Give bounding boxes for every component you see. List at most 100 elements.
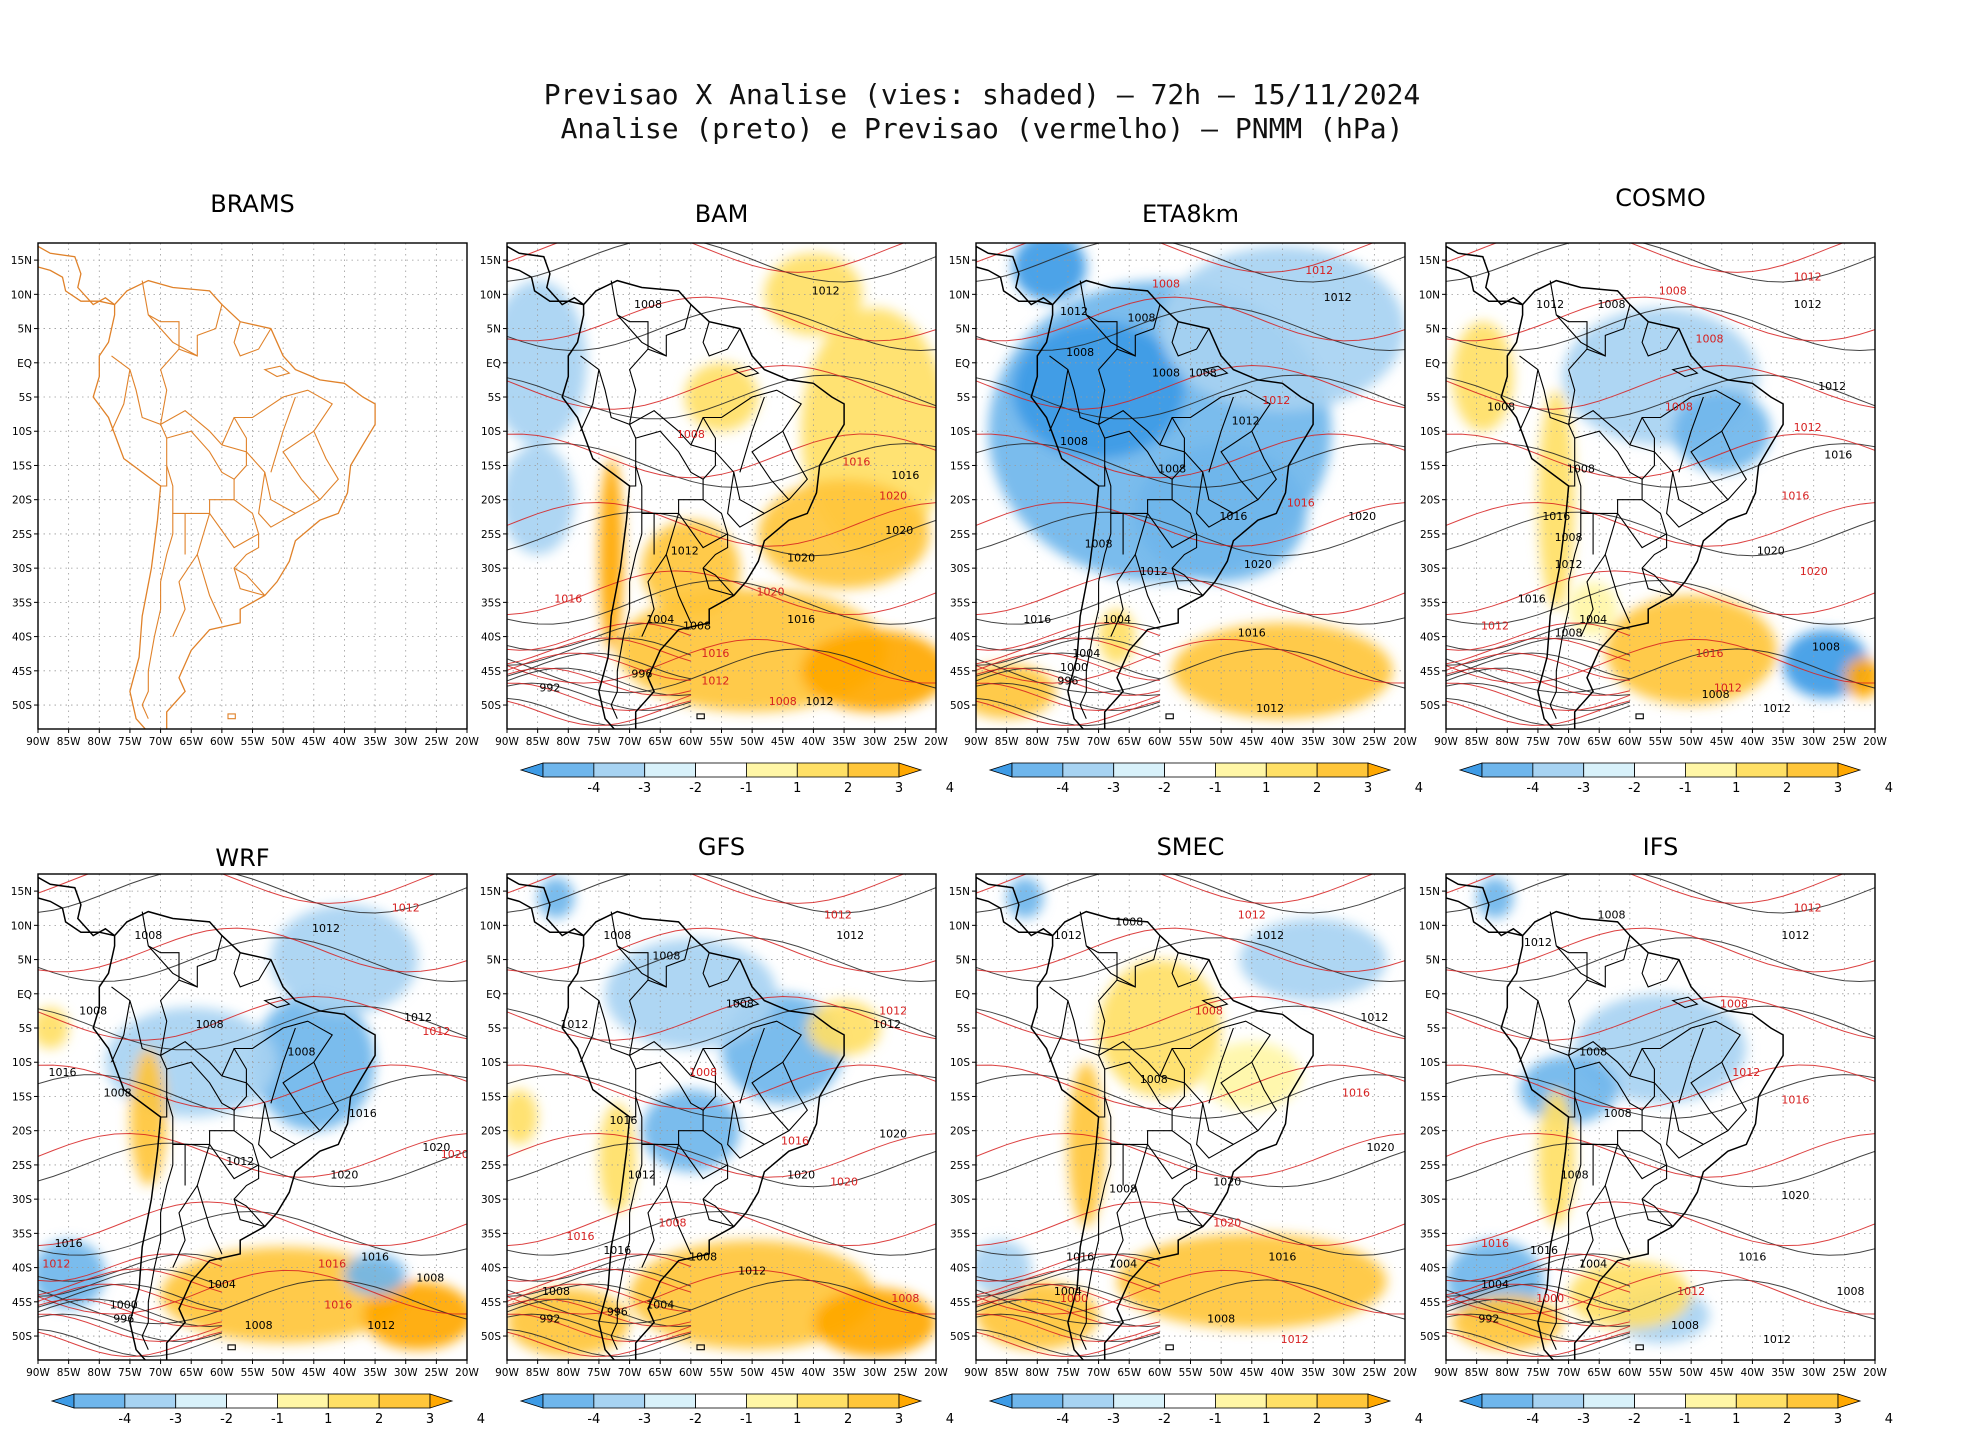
colorbar-segment: [1458, 1393, 1483, 1409]
map-panel-ifs: IFS 1012 1012 1008 1012 1008 1008 1012 1016 1008 1…: [1419, 833, 1893, 1427]
colorbar-label: 1: [793, 781, 801, 796]
lon-tick-label: 25W: [424, 1367, 448, 1379]
country-border: [1104, 1061, 1173, 1145]
lon-tick-label: 85W: [995, 1367, 1019, 1379]
country-border: [141, 1144, 174, 1350]
country-border: [1604, 1144, 1631, 1255]
panel-title-wrf: WRF: [215, 844, 269, 872]
lon-tick-label: 30W: [1802, 736, 1826, 748]
colorbar-label: 2: [1313, 1412, 1321, 1427]
contour-label-analysis: 1012: [836, 929, 864, 942]
contour-label-forecast: 1008: [1696, 332, 1724, 345]
colorbar-smec: -4 -3 -2 -1 1 2 3 4: [988, 1393, 1423, 1427]
country-border: [1555, 314, 1606, 357]
coastline-central-america: [38, 245, 115, 306]
contour-label-forecast: 1008: [677, 428, 705, 441]
panel-title-eta8km: ETA8km: [1142, 200, 1239, 228]
colorbar-segment: [1837, 1393, 1862, 1409]
lat-tick-label: 40S: [481, 1263, 501, 1275]
lon-tick-label: 70W: [618, 736, 642, 748]
lon-tick-label: 30W: [394, 1367, 418, 1379]
analysis-isobar: [507, 243, 936, 283]
country-border: [1098, 410, 1259, 515]
contour-label-analysis: 1008: [1115, 915, 1143, 928]
colorbar-cosmo: -4 -3 -2 -1 1 2 3 4: [1458, 762, 1893, 796]
lon-tick-label: 85W: [1465, 1367, 1489, 1379]
bias-area: [1202, 1041, 1301, 1111]
contour-label-forecast: 1016: [554, 592, 582, 605]
colorbar-label: -3: [1107, 1412, 1120, 1427]
forecast-isobar: [38, 1132, 467, 1178]
lat-tick-label: 40S: [12, 632, 32, 644]
country-border: [647, 935, 692, 988]
country-border: [160, 410, 321, 515]
lat-tick-label: 50S: [12, 1331, 32, 1343]
lon-tick-label: 55W: [1649, 1367, 1673, 1379]
colorbar-segment: [695, 1393, 747, 1409]
analysis-isobar: [976, 1253, 1161, 1282]
analysis-isobar: [1446, 1279, 1875, 1325]
lon-tick-label: 40W: [333, 736, 357, 748]
country-border: [1641, 567, 1674, 596]
lat-tick-label: 15S: [481, 460, 501, 472]
contour-label-analysis: 1016: [1023, 613, 1051, 626]
contour-label-analysis: 1020: [1213, 1175, 1241, 1188]
contour-label-analysis: 992: [539, 681, 560, 694]
lat-tick-label: 30S: [481, 1194, 501, 1206]
colorbar-label: 4: [1415, 1412, 1423, 1427]
analysis-isobar: [976, 682, 1161, 711]
colorbar-segment: [988, 762, 1013, 778]
contour-label-analysis: 1012: [1794, 298, 1822, 311]
country-border: [1208, 1027, 1234, 1104]
country-border: [1251, 1061, 1277, 1132]
country-border: [1721, 1061, 1747, 1132]
country-border: [1604, 513, 1631, 624]
forecast-isobar: [976, 638, 1405, 684]
lon-tick-label: 45W: [771, 1367, 795, 1379]
country-border: [1251, 430, 1277, 501]
lat-tick-label: EQ: [1425, 358, 1440, 370]
forecast-isobar: [976, 995, 1405, 1041]
lon-tick-label: 50W: [1209, 1367, 1233, 1379]
colorbar-segment: [124, 1393, 177, 1409]
lat-tick-label: 40S: [481, 632, 501, 644]
analysis-isobar: [507, 622, 692, 651]
colorbar-label: -2: [1628, 1412, 1641, 1427]
island: [696, 1344, 705, 1351]
map-panel-smec: SMEC 1012 1012 1012 1008 1008 1012 1008 1016 1020…: [949, 833, 1423, 1427]
forecast-isobar: [38, 1064, 467, 1110]
colorbar-segment: [1164, 1393, 1216, 1409]
colorbar-label: 4: [946, 1412, 954, 1427]
lat-tick-label: 15S: [481, 1091, 501, 1103]
contour-label-analysis: 1008: [1085, 538, 1113, 551]
contour-label-analysis: 1016: [609, 1114, 637, 1127]
panel-title-ifs: IFS: [1643, 833, 1679, 861]
contour-label-analysis: 1008: [1140, 1073, 1168, 1086]
forecast-isobar: [976, 874, 1374, 904]
lat-tick-label: 25S: [481, 529, 501, 541]
country-border: [579, 1000, 600, 1063]
contour-label-forecast: 1012: [824, 908, 852, 921]
contour-label-analysis: 1016: [603, 1244, 631, 1257]
contour-label-analysis: 1012: [1818, 380, 1846, 393]
contour-label-analysis: 1008: [1812, 640, 1840, 653]
colorbar-segment: [1583, 1393, 1635, 1409]
lon-tick-label: 60W: [1148, 1367, 1172, 1379]
colorbar-segment: [175, 1393, 227, 1409]
country-border: [233, 1048, 247, 1111]
contour-label-forecast: 1016: [701, 647, 729, 660]
contour-label-forecast: 1016: [1287, 497, 1315, 510]
country-border: [1721, 430, 1747, 501]
lon-tick-label: 55W: [710, 1367, 734, 1379]
country-border: [1518, 369, 1539, 432]
contour-label-analysis: 1008: [196, 1018, 224, 1031]
lon-tick-label: 45W: [1710, 1367, 1734, 1379]
country-border: [233, 321, 272, 357]
lon-tick-label: 25W: [1362, 1367, 1386, 1379]
lat-tick-label: 15N: [480, 886, 501, 898]
colorbar-segment: [593, 762, 646, 778]
contour-label-analysis: 1012: [1360, 1011, 1388, 1024]
country-border: [1519, 911, 1588, 1057]
country-border: [641, 554, 667, 637]
